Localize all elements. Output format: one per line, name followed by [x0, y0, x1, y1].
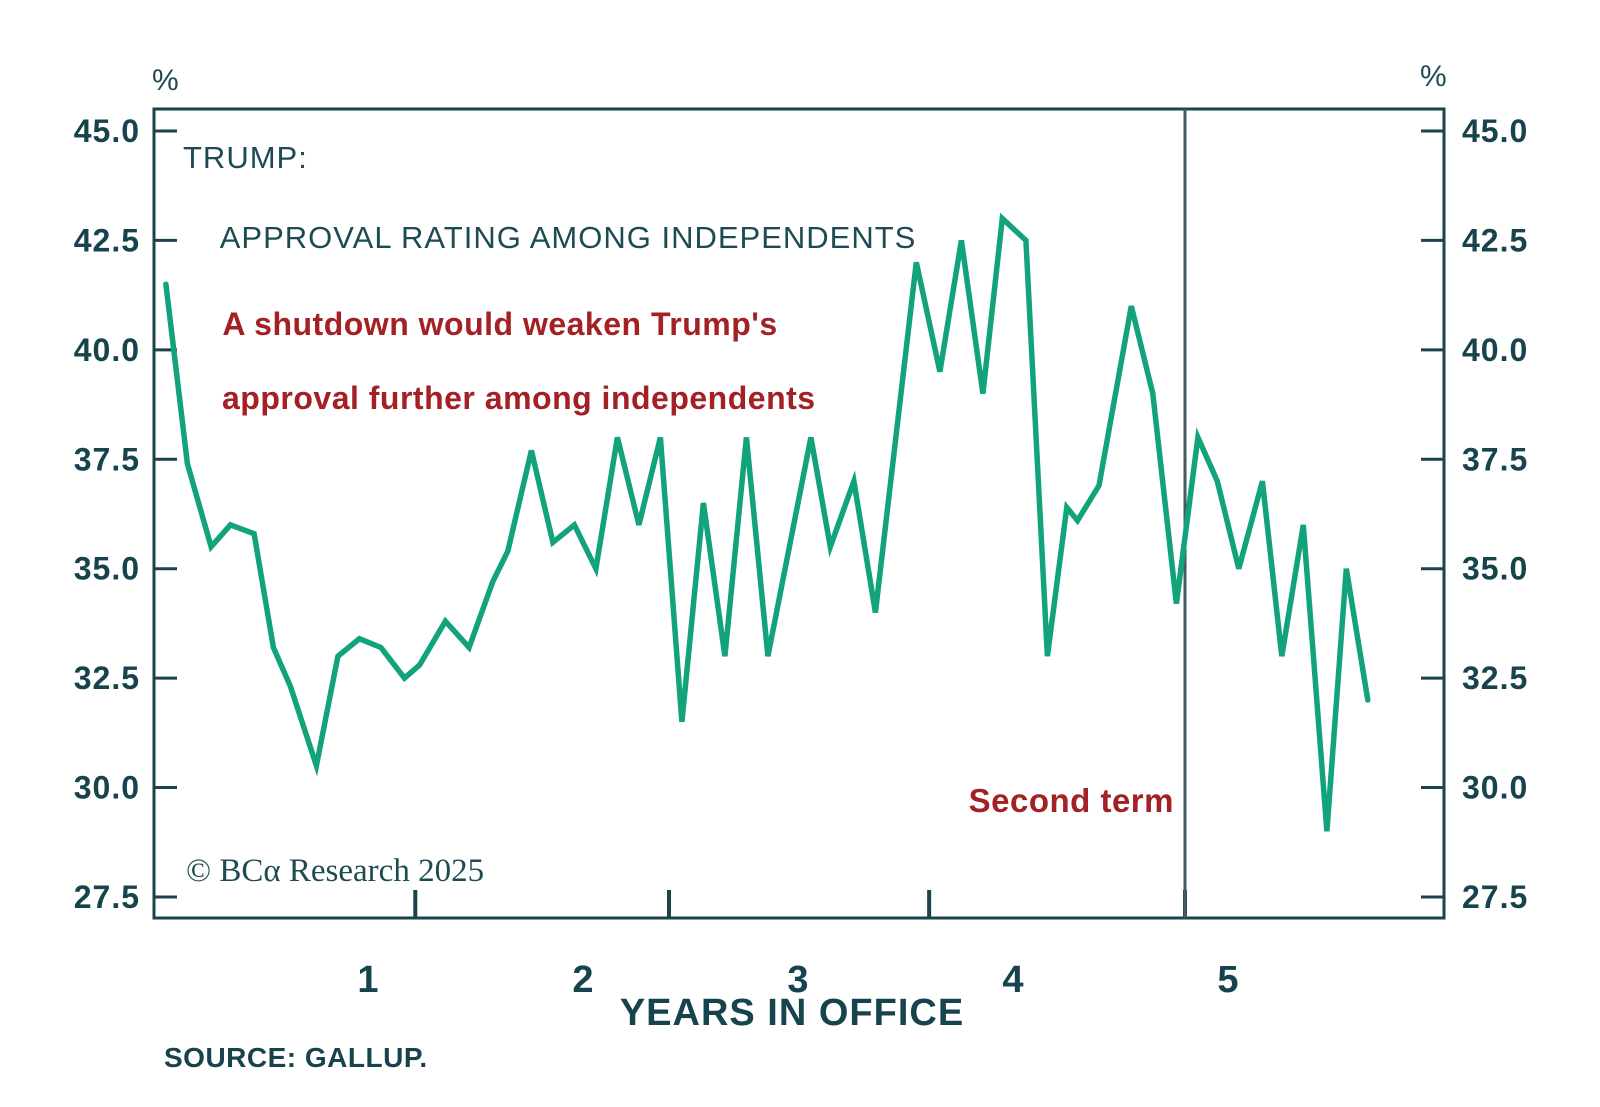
bca-research-watermark: © BCα Research 2025	[186, 853, 485, 889]
x-tick-label: 4	[1002, 959, 1023, 1001]
approval-polyline	[163, 212, 1371, 832]
x-tick-label: 3	[787, 959, 808, 1001]
y-tick-label-left: 30.0	[74, 770, 140, 806]
chart-title: TRUMP: APPROVAL RATING AMONG INDEPENDENT…	[183, 138, 916, 298]
x-tick-label: 5	[1217, 959, 1238, 1001]
y-tick-label-right: 40.0	[1462, 332, 1528, 368]
y-tick-label-right: 27.5	[1462, 879, 1528, 915]
second-term-label: Second term	[968, 782, 1174, 819]
shutdown-annotation-line1: A shutdown would weaken Trump's	[222, 306, 778, 342]
shutdown-annotation: A shutdown would weaken Trump's approval…	[184, 306, 815, 454]
y-tick-label-left: 37.5	[74, 441, 140, 477]
y-tick-label-right: 35.0	[1462, 551, 1528, 587]
y-tick-label-left: 27.5	[74, 879, 140, 915]
y-tick-label-left: 42.5	[74, 222, 140, 258]
plot-border	[152, 107, 1446, 920]
y-tick-label-left: 45.0	[74, 113, 140, 149]
chart-title-line1: TRUMP:	[183, 140, 308, 175]
y-tick-label-left: 40.0	[74, 332, 140, 368]
x-tick-label: 1	[357, 959, 378, 1001]
x-tick-label: 2	[572, 959, 593, 1001]
y-tick-label-right: 37.5	[1462, 441, 1528, 477]
y-tick-label-right: 30.0	[1462, 770, 1528, 806]
chart-title-line2: APPROVAL RATING AMONG INDEPENDENTS	[219, 220, 917, 255]
shutdown-annotation-line2: approval further among independents	[222, 380, 816, 416]
y-tick-label-right: 42.5	[1462, 222, 1528, 258]
y-tick-label-right: 32.5	[1462, 660, 1528, 696]
y-tick-label-left: 35.0	[74, 551, 140, 587]
y-axis-unit-left: %	[152, 64, 180, 97]
source-note: SOURCE: GALLUP.	[164, 1042, 428, 1073]
y-tick-label-left: 32.5	[74, 660, 140, 696]
y-axis-unit-right: %	[1420, 60, 1448, 93]
y-tick-label-right: 45.0	[1462, 113, 1528, 149]
x-axis-title: YEARS IN OFFICE	[619, 992, 965, 1034]
